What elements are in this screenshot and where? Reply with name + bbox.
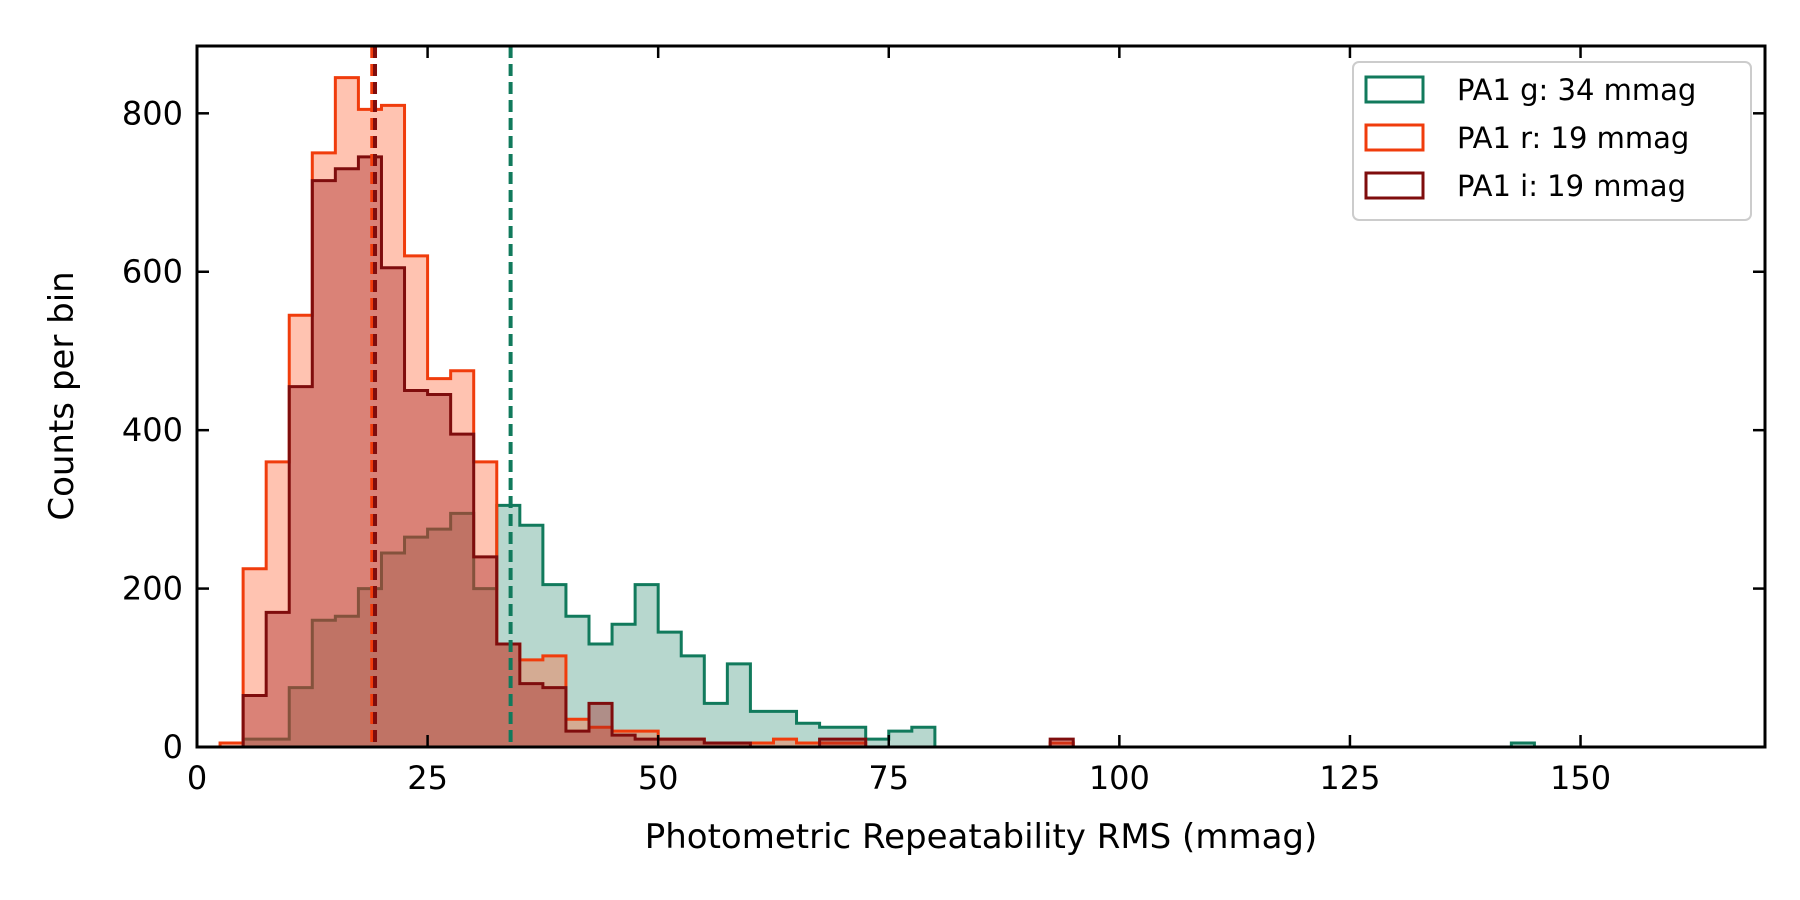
series-0-fill-0	[220, 505, 935, 747]
legend-swatch-0	[1364, 75, 1425, 104]
x-tick-label: 25	[407, 759, 448, 797]
x-tick-label: 50	[638, 759, 679, 797]
plot-frame	[195, 44, 1767, 749]
y-tick-label: 800	[122, 94, 183, 132]
y-tick-label: 600	[122, 253, 183, 291]
y-tick-label: 200	[122, 570, 183, 608]
legend-label-1: PA1 r: 19 mmag	[1457, 121, 1689, 155]
series-2-fill-0	[243, 156, 751, 747]
y-axis-title: Counts per bin	[42, 271, 82, 520]
y-tick-label: 0	[163, 728, 183, 766]
x-tick-label: 125	[1319, 759, 1380, 797]
legend-swatch-2	[1364, 171, 1425, 200]
legend-label-0: PA1 g: 34 mmag	[1457, 73, 1696, 107]
series-2-fill-2	[1050, 739, 1074, 747]
x-tick-label: 0	[187, 759, 207, 797]
series-2-outline-2	[1048, 737, 1075, 747]
x-tick-label: 150	[1550, 759, 1611, 797]
median-lines	[370, 46, 513, 747]
series-0-outline-1	[1509, 741, 1536, 747]
legend: PA1 g: 34 mmag PA1 r: 19 mmag PA1 i: 19 mm…	[1352, 61, 1752, 221]
axis-ticks: 0 25 50 75 100 125 150 0 200 400 600 800	[122, 46, 1765, 797]
x-tick-label: 75	[868, 759, 909, 797]
series-layer	[218, 76, 1536, 747]
y-tick-label: 400	[122, 411, 183, 449]
x-tick-label: 100	[1089, 759, 1150, 797]
series-2-outline-1	[818, 737, 868, 747]
legend-frame	[1352, 61, 1752, 221]
series-2-fill-1	[819, 739, 866, 747]
series-2-outline-0	[241, 155, 752, 747]
legend-swatch-1	[1364, 123, 1425, 152]
x-axis-title: Photometric Repeatability RMS (mmag)	[645, 817, 1318, 857]
legend-label-2: PA1 i: 19 mmag	[1457, 169, 1686, 203]
series-0-outline-0	[220, 503, 937, 747]
